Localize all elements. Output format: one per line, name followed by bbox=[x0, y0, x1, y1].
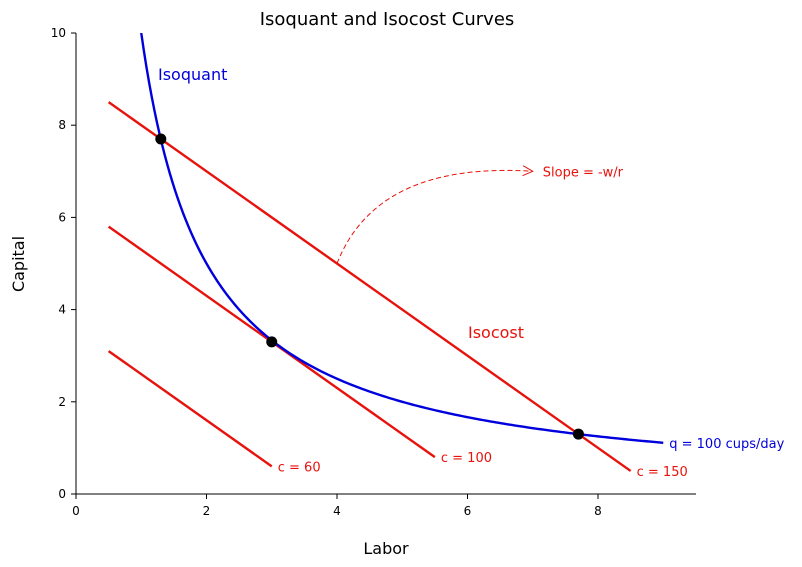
plot-area: c = 60 c = 100 c = 150 Isoquant q = 100 cups… bbox=[107, 33, 785, 480]
slope-annotation-arrow bbox=[336, 170, 533, 264]
y-tick-label: 6 bbox=[58, 210, 66, 224]
isocost-line-label-3: c = 150 bbox=[637, 465, 688, 480]
axes: 0 2 4 6 8 0 2 4 6 8 10 bbox=[51, 26, 696, 518]
x-tick-label: 0 bbox=[72, 504, 80, 518]
isocost-label: Isocost bbox=[468, 323, 524, 342]
y-tick-label: 0 bbox=[58, 487, 66, 501]
x-axis-label: Labor bbox=[363, 539, 409, 558]
isoquant-end-label: q = 100 cups/day bbox=[669, 437, 784, 452]
isocost-line-label-2: c = 100 bbox=[441, 451, 492, 466]
isoquant-curve bbox=[140, 33, 664, 444]
tangency-point-3 bbox=[572, 428, 584, 440]
tangency-point-1 bbox=[155, 133, 167, 145]
x-tick-label: 4 bbox=[333, 504, 341, 518]
y-tick-label: 10 bbox=[51, 26, 66, 40]
isocost-line-3 bbox=[107, 101, 632, 472]
y-tick-label: 4 bbox=[58, 303, 66, 317]
x-tick-label: 6 bbox=[464, 504, 472, 518]
isocost-line-label-1: c = 60 bbox=[278, 460, 321, 475]
isoquant-label: Isoquant bbox=[158, 65, 227, 84]
tangency-point-2 bbox=[266, 336, 278, 348]
y-tick-label: 8 bbox=[58, 118, 66, 132]
y-axis-label: Capital bbox=[9, 236, 28, 292]
y-tick-label: 2 bbox=[58, 395, 66, 409]
x-tick-label: 8 bbox=[594, 504, 602, 518]
x-tick-label: 2 bbox=[203, 504, 211, 518]
isocost-line-1 bbox=[107, 350, 273, 468]
slope-annotation-text: Slope = -w/r bbox=[543, 165, 624, 180]
chart-title: Isoquant and Isocost Curves bbox=[260, 9, 515, 30]
